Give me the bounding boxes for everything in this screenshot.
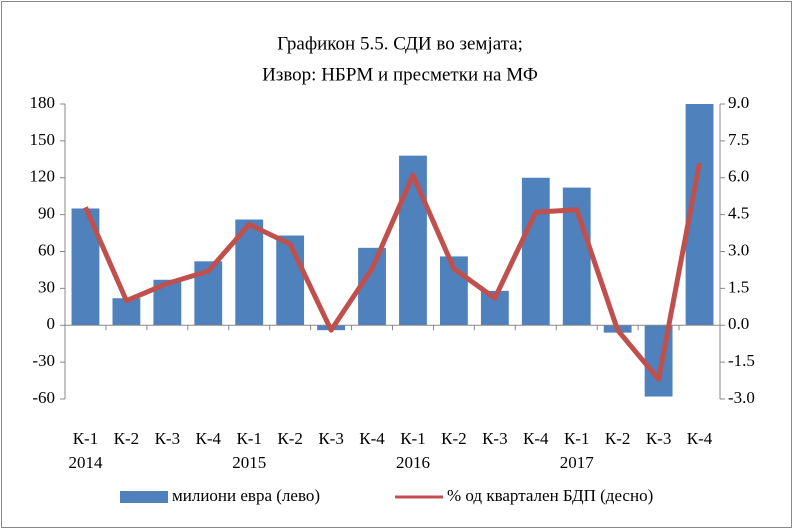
legend-label: милиони евра (лево): [172, 486, 320, 505]
y2-tick-label: -1.5: [728, 351, 755, 370]
x-tick-label: К-4: [687, 429, 713, 448]
y2-tick-label: -3.0: [728, 388, 755, 407]
x-tick-label: К-3: [318, 429, 344, 448]
y2-tick-label: 3.0: [728, 240, 749, 259]
x-tick-label: К-3: [155, 429, 181, 448]
y2-tick-label: 6.0: [728, 167, 749, 186]
year-label: 2016: [396, 453, 430, 472]
y-tick-label: 90: [38, 204, 55, 223]
y-tick-label: 0: [47, 314, 56, 333]
year-label: 2014: [68, 453, 103, 472]
y-tick-label: 60: [38, 240, 55, 259]
x-tick-label: К-2: [605, 429, 631, 448]
bar: [276, 235, 305, 326]
x-tick-label: К-4: [523, 429, 549, 448]
bar: [521, 177, 550, 326]
x-tick-label: К-2: [277, 429, 303, 448]
y2-tick-label: 4.5: [728, 204, 749, 223]
y2-tick-label: 0.0: [728, 314, 749, 333]
y-tick-label: 150: [30, 130, 56, 149]
y-tick-label: 180: [30, 93, 56, 112]
y2-tick-label: 1.5: [728, 277, 749, 296]
line: [83, 162, 702, 382]
legend-label: % од квартален БДП (десно): [447, 486, 653, 505]
x-tick-label: К-2: [114, 429, 140, 448]
bar: [399, 155, 427, 326]
y-tick-label: -30: [32, 351, 55, 370]
x-tick-label: К-3: [482, 429, 508, 448]
y-tick-label: 120: [30, 167, 56, 186]
x-tick-label: К-1: [73, 429, 99, 448]
x-tick-label: К-4: [196, 429, 222, 448]
legend-swatch: [120, 491, 168, 503]
x-tick-label: К-3: [646, 429, 672, 448]
x-tick-label: К-1: [400, 429, 426, 448]
x-tick-label: К-1: [236, 429, 262, 448]
y2-tick-label: 9.0: [728, 93, 749, 112]
x-tick-label: К-2: [441, 429, 467, 448]
x-tick-label: К-4: [359, 429, 385, 448]
chart-title: Извор: НБРМ и пресметки на МФ: [262, 64, 538, 85]
y2-tick-label: 7.5: [728, 130, 749, 149]
chart-title: Графикон 5.5. СДИ во земјата;: [277, 33, 523, 54]
y-tick-label: 30: [38, 277, 55, 296]
year-label: 2015: [232, 453, 266, 472]
x-tick-label: К-1: [564, 429, 590, 448]
year-label: 2017: [560, 453, 595, 472]
y-tick-label: -60: [32, 388, 55, 407]
